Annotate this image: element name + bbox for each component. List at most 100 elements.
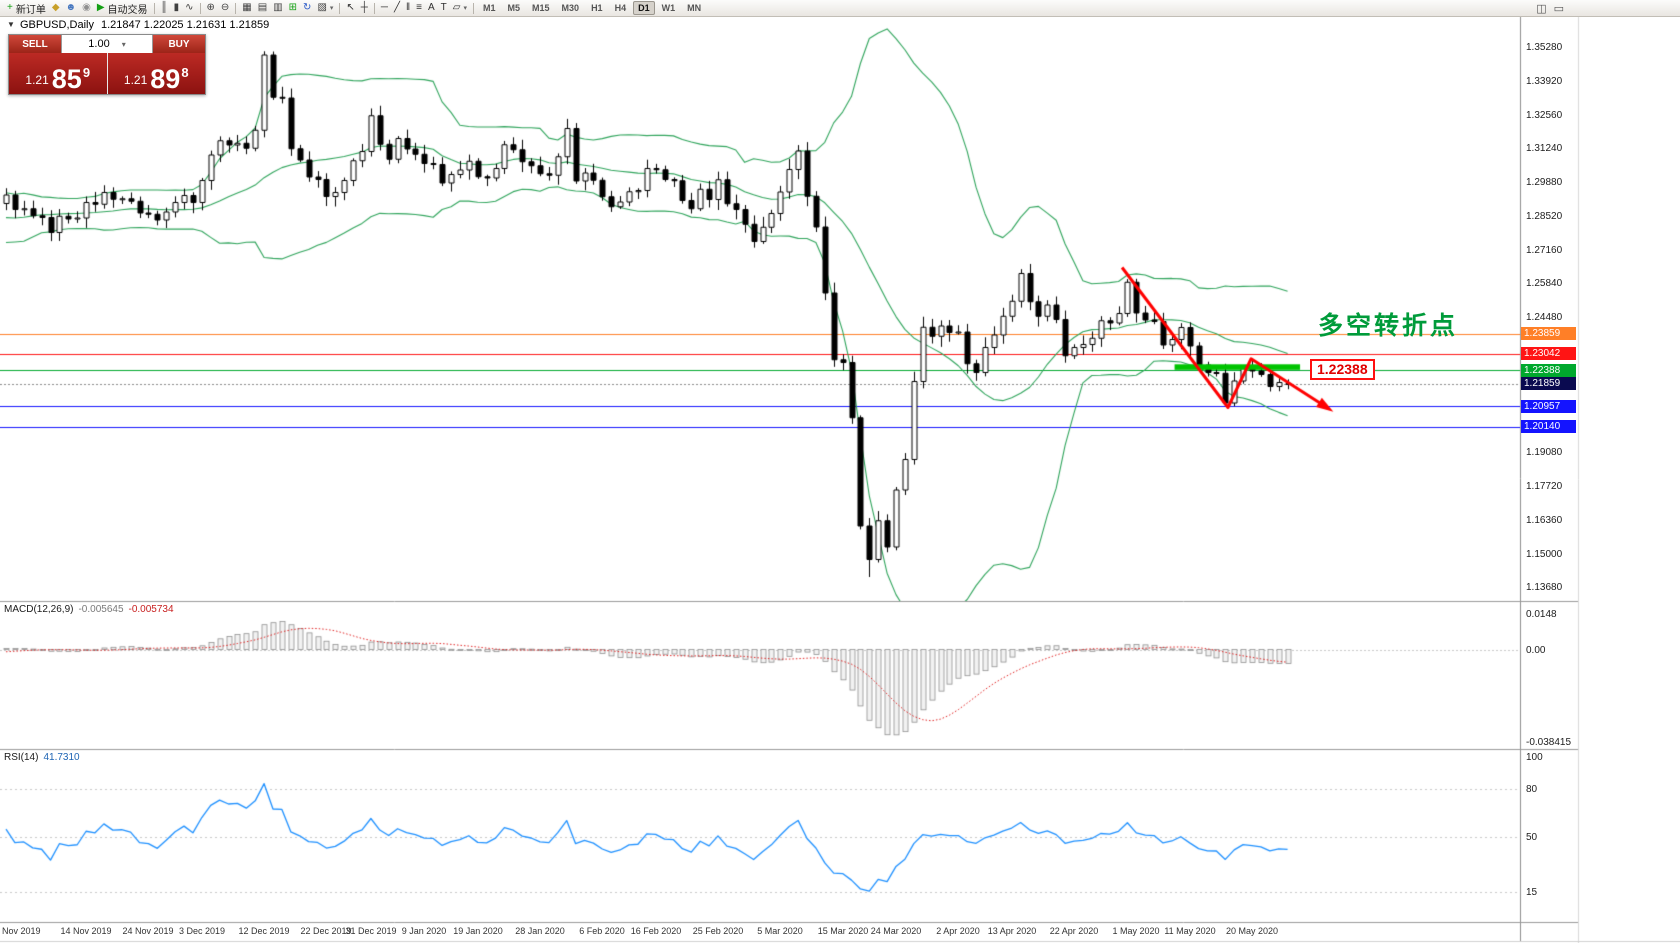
timeframe-m15[interactable]: M15 — [532, 3, 550, 13]
turning-point-annotation[interactable]: 多空转折点 — [1318, 312, 1459, 340]
price-axis-label: 1.15000 — [1526, 549, 1563, 560]
date-axis-label: 5 Mar 2020 — [757, 926, 803, 936]
rsi-axis-label: 80 — [1526, 783, 1538, 795]
rsi-indicator-label: RSI(14) 41.7310 — [4, 752, 80, 763]
volume-input[interactable]: 1.00 ▾ — [61, 35, 153, 53]
line-chart-button[interactable]: ∿ — [182, 1, 196, 16]
date-axis-label: 16 Feb 2020 — [630, 926, 682, 936]
macd-indicator-label: MACD(12,26,9) -0.005645 -0.005734 — [4, 604, 174, 615]
macd-axis-label: 0.0148 — [1526, 609, 1557, 620]
price-level-tag: 1.20957 — [1521, 399, 1576, 413]
one-click-trade-panel: SELL 1.00 ▾ BUY 1.21 85 9 1.21 89 8 — [8, 34, 206, 95]
fibonacci-button[interactable]: ≡ — [413, 1, 425, 16]
buy-price-main: 89 — [150, 64, 181, 94]
buy-price-pip: 8 — [181, 65, 189, 80]
date-axis-label: 19 Jan 2020 — [453, 926, 503, 936]
price-axis-label: 1.31240 — [1526, 143, 1563, 154]
date-axis-label: 2 Apr 2020 — [936, 926, 980, 936]
bars-chart-button[interactable]: ║ — [158, 1, 171, 16]
price-axis-label: 1.32560 — [1526, 110, 1563, 121]
toolbar-separator — [199, 2, 201, 14]
timeframe-d1[interactable]: D1 — [633, 1, 655, 15]
channel-button[interactable]: ‖ — [403, 1, 413, 16]
price-level-tag: 1.23859 — [1521, 327, 1576, 341]
timeframe-w1[interactable]: W1 — [661, 3, 676, 13]
price-axis-label: 1.29880 — [1526, 177, 1563, 188]
crosshair-button[interactable]: ┼ — [358, 1, 371, 16]
grid-icon: ▦ — [242, 2, 252, 13]
one-click-collapse-arrow[interactable]: ▼ — [7, 20, 15, 29]
templates-button[interactable]: ▧ ▾ — [314, 1, 336, 16]
price-level-tag: 1.21859 — [1521, 377, 1576, 391]
trendline-button[interactable]: ╱ — [391, 1, 403, 16]
toolbar-separator — [339, 2, 341, 14]
rsi-name: RSI(14) — [4, 752, 39, 763]
date-axis-label: 24 Mar 2020 — [870, 926, 922, 936]
bars-chart-icon: ║ — [160, 2, 168, 13]
date-axis-label: 20 May 2020 — [1225, 926, 1279, 936]
text-label-button[interactable]: T — [438, 1, 450, 16]
refresh-button[interactable]: ↻ — [300, 1, 314, 16]
timeframe-h1[interactable]: H1 — [591, 3, 603, 13]
about-button[interactable]: ◉ — [79, 1, 94, 16]
date-axis-label: 22 Apr 2020 — [1049, 926, 1099, 936]
horizontal-line-icon: ─ — [380, 2, 388, 13]
metaeditor-button[interactable]: ◆ — [49, 1, 63, 16]
arrange-windows-button[interactable]: ▥ — [270, 1, 285, 16]
chart-title: GBPUSD,Daily 1.21847 1.22025 1.21631 1.21… — [20, 19, 269, 31]
line-chart-icon: ∿ — [185, 2, 194, 13]
chevron-down-icon: ▾ — [463, 5, 467, 12]
crosshair-icon: ┼ — [360, 2, 368, 13]
hline-button[interactable]: ─ — [378, 1, 391, 16]
rsi-axis-label: 100 — [1526, 752, 1543, 763]
macd-name: MACD(12,26,9) — [4, 604, 74, 615]
sell-price-button[interactable]: 1.21 85 9 — [9, 53, 107, 94]
buy-price-button[interactable]: 1.21 89 8 — [107, 53, 205, 94]
cascade-windows-button[interactable]: ▤ — [255, 1, 270, 16]
indicators-button[interactable]: ⊞ — [286, 1, 300, 16]
rsi-value: 41.7310 — [43, 752, 80, 763]
price-tag-annotation[interactable]: 1.22388 — [1310, 359, 1375, 380]
symbol-name: GBPUSD,Daily — [20, 19, 94, 31]
price-axis-label: 1.19080 — [1526, 447, 1563, 458]
volume-value: 1.00 — [88, 38, 110, 50]
price-axis-label: 1.27160 — [1526, 245, 1563, 256]
trend-line-icon: ╱ — [393, 2, 401, 13]
timeframe-m5[interactable]: M5 — [507, 3, 521, 13]
expert-button[interactable]: ☻ — [63, 1, 80, 16]
text-button[interactable]: A — [425, 1, 438, 16]
buy-button[interactable]: BUY — [153, 35, 205, 53]
timeframe-m30[interactable]: M30 — [561, 3, 580, 13]
tile-windows-button[interactable]: ▦ — [239, 1, 254, 16]
zoom-out-icon: ⊖ — [220, 2, 230, 13]
timeframe-m1[interactable]: M1 — [483, 3, 496, 13]
tiles-icon: ▥ — [273, 2, 283, 13]
new-chart-icon[interactable]: ◫ — [1536, 2, 1547, 15]
toolbar-separator — [373, 2, 375, 14]
toolbar-separator — [153, 2, 155, 14]
new-order-button[interactable]: + 新订单 — [4, 1, 49, 16]
price-axis-label: 1.13680 — [1526, 582, 1563, 593]
toolbar-right-group: ◫ ▭ — [1536, 2, 1564, 15]
shapes-button[interactable]: ▱ ▾ — [450, 1, 470, 16]
new-order-button-label: 新订单 — [15, 4, 46, 16]
price-axis-label: 1.24480 — [1526, 312, 1563, 323]
chevron-down-icon[interactable]: ▾ — [121, 39, 126, 49]
timeframe-mn[interactable]: MN — [687, 3, 702, 13]
zoom-out-button[interactable]: ⊖ — [218, 1, 232, 16]
macd-signal-value: -0.005734 — [128, 604, 174, 615]
cursor-button[interactable]: ↖ — [343, 1, 357, 16]
date-axis-label: Nov 2019 — [2, 926, 41, 936]
macd-axis-label: 0.00 — [1526, 644, 1546, 656]
text-label-icon: T — [440, 2, 447, 13]
chart-profiles-icon[interactable]: ▭ — [1553, 2, 1564, 15]
candles-chart-button[interactable]: ▮ — [171, 1, 183, 16]
shapes-icon: ▱ — [452, 2, 461, 13]
sell-button[interactable]: SELL — [9, 35, 61, 53]
price-axis-label: 1.35280 — [1526, 42, 1563, 53]
autotrading-button[interactable]: ▶ 自动交易 — [94, 1, 151, 16]
zoom-in-button[interactable]: ⊕ — [204, 1, 218, 16]
timeframe-h4[interactable]: H4 — [614, 3, 627, 13]
cursor-icon: ↖ — [346, 2, 355, 13]
